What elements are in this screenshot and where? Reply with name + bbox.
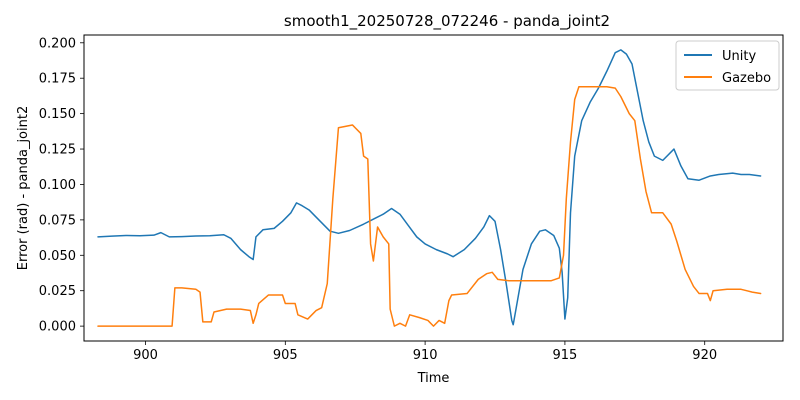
y-tick-label: 0.200 — [39, 36, 76, 51]
y-tick-label: 0.075 — [39, 213, 76, 228]
y-tick-label: 0.050 — [39, 249, 76, 264]
x-tick-label: 905 — [273, 348, 298, 363]
legend: Unity Gazebo — [675, 40, 780, 91]
y-tick-label: 0.025 — [39, 284, 76, 299]
legend-label-unity: Unity — [722, 49, 756, 64]
chart-title: smooth1_20250728_072246 - panda_joint2 — [284, 12, 610, 31]
plot-area — [97, 49, 762, 327]
y-tick-label: 0.000 — [39, 320, 76, 335]
y-axis-label: Error (rad) - panda_joint2 — [16, 106, 31, 270]
axis-ticks: 900 905 910 915 920 0.000 0.025 0.050 0.075 0.100… — [39, 36, 717, 363]
x-axis-label: Time — [417, 371, 450, 386]
series-line-gazebo — [97, 85, 762, 327]
y-tick-label: 0.175 — [39, 72, 76, 87]
x-tick-label: 900 — [133, 348, 158, 363]
series-line-unity — [97, 49, 762, 326]
x-tick-label: 915 — [552, 348, 577, 363]
axes-frame — [83, 34, 784, 342]
y-tick-label: 0.100 — [39, 178, 76, 193]
y-tick-label: 0.150 — [39, 107, 76, 122]
y-tick-label: 0.125 — [39, 143, 76, 158]
legend-label-gazebo: Gazebo — [722, 71, 771, 86]
x-tick-label: 920 — [692, 348, 717, 363]
x-tick-label: 910 — [413, 348, 438, 363]
